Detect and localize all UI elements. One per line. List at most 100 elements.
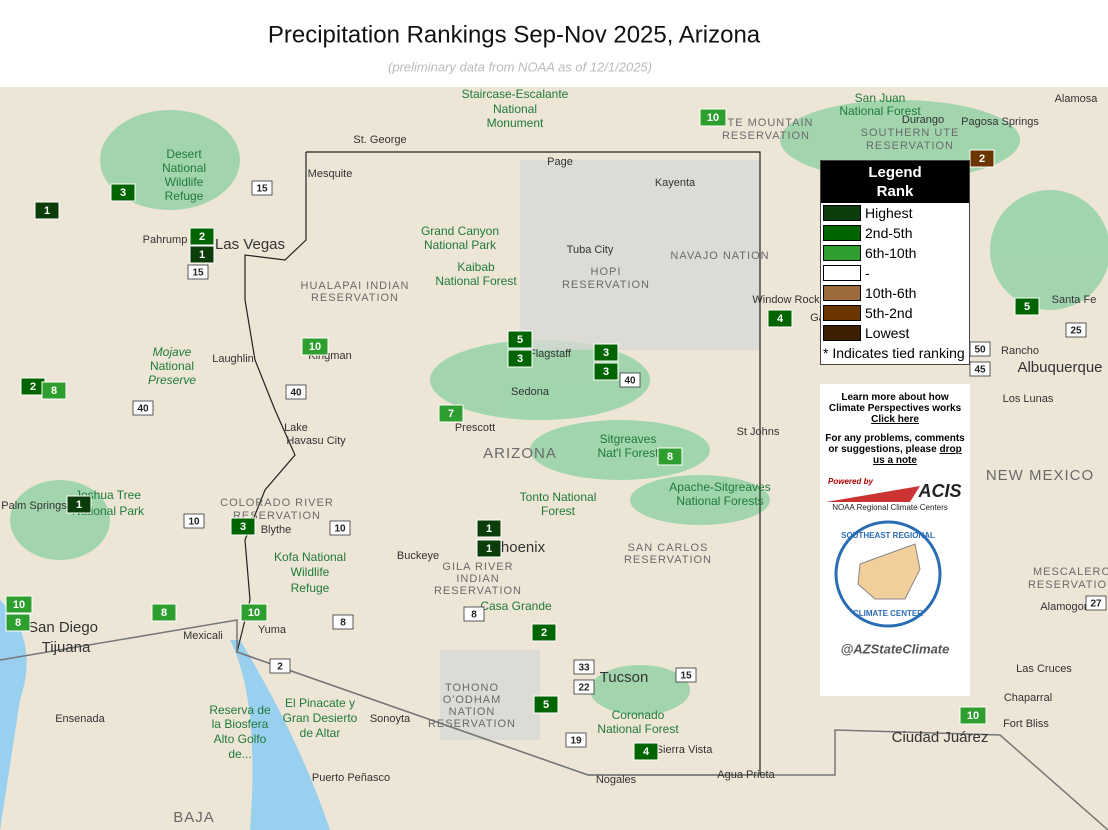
place-label: Joshua Tree	[75, 488, 141, 502]
rank-label: 3	[240, 521, 246, 533]
info-panel: Learn more about how Climate Perspective…	[820, 384, 970, 696]
problems-link[interactable]: drop us a note	[873, 444, 962, 466]
rank-label: 10	[309, 341, 321, 353]
place-label: Agua Prieta	[717, 769, 775, 781]
rank-marker	[301, 337, 329, 356]
rank-label: 1	[199, 249, 205, 261]
place-label: Pagosa Springs	[961, 116, 1039, 128]
rank-label: 3	[517, 353, 523, 365]
road-shield	[1065, 322, 1087, 338]
place-label: BAJA	[173, 809, 215, 826]
header-bg	[0, 0, 1108, 87]
road-shield	[619, 372, 641, 388]
place-label: Fort Bliss	[1003, 718, 1049, 730]
learn-link[interactable]: Click here	[871, 414, 919, 425]
place-label: San Diego	[28, 619, 98, 636]
place-label: Refuge	[291, 581, 330, 595]
rank-marker	[959, 706, 987, 725]
road-shield-label: 40	[137, 404, 149, 415]
rank-label: 2	[979, 153, 985, 165]
road-shield-label: 33	[578, 663, 590, 674]
legend-swatch	[823, 285, 861, 301]
road-shield	[1085, 595, 1107, 611]
place-label: Ensenada	[55, 713, 105, 725]
place-label: Forest	[541, 504, 576, 518]
road-shield	[132, 400, 154, 416]
place-label: Lake	[284, 422, 308, 434]
road-shield-label: 40	[624, 376, 636, 387]
place-label: St. George	[353, 134, 406, 146]
place-label: UTE MOUNTAIN	[719, 117, 814, 129]
rank-label: 2	[199, 231, 205, 243]
legend-subtitle: Rank	[876, 183, 914, 200]
road-shield	[183, 513, 205, 529]
place-label: Kaibab	[457, 260, 495, 274]
road-shield-label: 8	[340, 618, 346, 629]
place-label: Phoenix	[491, 539, 546, 556]
road-shield-label: 15	[192, 268, 204, 279]
rank-marker	[476, 539, 502, 558]
place-label: Los Lunas	[1003, 393, 1054, 405]
place-label: Casa Grande	[480, 599, 552, 613]
place-label: RESERVATION	[434, 585, 522, 597]
rank-marker	[5, 613, 31, 632]
rank-label: 4	[643, 746, 650, 758]
road-shield	[969, 361, 991, 377]
place-label: GILA RIVER	[442, 561, 513, 573]
rank-marker	[5, 595, 33, 614]
road-shield	[285, 384, 307, 400]
rank-marker	[507, 349, 533, 368]
legend-swatch	[823, 245, 861, 261]
legend-label: 6th-10th	[865, 245, 917, 261]
rank-label: 1	[486, 523, 492, 535]
place-label: Refuge	[165, 189, 204, 203]
place-label: ARIZONA	[483, 445, 557, 462]
road-shield	[463, 606, 485, 622]
road-shield-label: 40	[290, 388, 302, 399]
place-label: Rancho	[1001, 345, 1039, 357]
place-label: Wildlife	[291, 565, 330, 579]
legend-item: -	[821, 263, 969, 283]
place-label: Tijuana	[42, 639, 91, 656]
rank-marker	[189, 227, 215, 246]
title: Precipitation Rankings Sep-Nov 2025, Ari…	[268, 21, 761, 48]
place-label: Buckeye	[397, 550, 439, 562]
rank-marker	[1014, 297, 1040, 316]
place-label: Pahrump	[143, 234, 188, 246]
logos: Powered by ACIS NOAA Regional Climate Ce…	[826, 477, 962, 656]
rank-label: 8	[15, 617, 21, 629]
place-label: National Forest	[597, 722, 679, 736]
place-label: Grand Canyon	[421, 224, 499, 238]
place-label: Mesquite	[308, 168, 353, 180]
road-shield-label: 2	[277, 662, 283, 673]
rank-label: 10	[13, 599, 25, 611]
rank-label: 3	[603, 347, 609, 359]
powered-by: Powered by	[828, 477, 873, 486]
place-label: Monument	[487, 116, 544, 130]
rank-marker	[189, 245, 215, 264]
rank-marker	[531, 623, 557, 642]
learn-more: Learn more about how Climate Perspective…	[828, 392, 962, 425]
place-label: de Altar	[300, 726, 341, 740]
legend-item: 2nd-5th	[821, 223, 969, 243]
place-label: INDIAN	[456, 573, 499, 585]
legend-label: Highest	[865, 205, 913, 221]
place-label: RESERVATION	[311, 292, 399, 304]
place-label: National Forest	[839, 104, 921, 118]
place-label: Tuba City	[567, 244, 614, 256]
rank-marker	[593, 362, 619, 381]
legend-item: Highest	[821, 203, 969, 223]
road-shield-label: 10	[188, 517, 200, 528]
place-label: Durango	[902, 114, 944, 126]
place-label: Page	[547, 156, 573, 168]
legend-swatch	[823, 305, 861, 321]
rank-marker	[41, 381, 67, 400]
place-label: Havasu City	[286, 435, 346, 447]
place-label: Albuquerque	[1017, 359, 1102, 376]
place-label: Alamosa	[1055, 93, 1099, 105]
rank-label: 5	[1024, 301, 1030, 313]
acis-swoosh	[826, 486, 920, 502]
place-label: St Johns	[737, 426, 780, 438]
place-label: RESERVATION	[624, 554, 712, 566]
rank-label: 10	[967, 710, 979, 722]
